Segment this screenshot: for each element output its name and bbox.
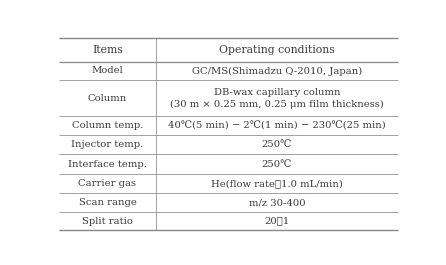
Text: Scan range: Scan range [78, 198, 136, 207]
Text: Column: Column [88, 94, 127, 103]
Text: DB-wax capillary column
(30 m × 0.25 mm, 0.25 μm film thickness): DB-wax capillary column (30 m × 0.25 mm,… [170, 87, 384, 109]
Text: Items: Items [92, 45, 123, 55]
Text: m/z 30-400: m/z 30-400 [248, 198, 305, 207]
Text: 250℃: 250℃ [262, 160, 292, 169]
Text: Model: Model [91, 67, 124, 76]
Text: Carrier gas: Carrier gas [78, 179, 136, 188]
Text: GC/MS(Shimadzu Q-2010, Japan): GC/MS(Shimadzu Q-2010, Japan) [192, 67, 362, 76]
Text: Operating conditions: Operating conditions [219, 45, 334, 55]
Text: 40℃(5 min) − 2℃(1 min) − 230℃(25 min): 40℃(5 min) − 2℃(1 min) − 230℃(25 min) [168, 121, 386, 130]
Text: 20：1: 20：1 [264, 217, 289, 226]
Text: Split ratio: Split ratio [82, 217, 133, 226]
Text: Interface temp.: Interface temp. [68, 160, 147, 169]
Text: He(flow rate：1.0 mL/min): He(flow rate：1.0 mL/min) [211, 179, 343, 188]
Text: Column temp.: Column temp. [72, 121, 143, 130]
Text: 250℃: 250℃ [262, 140, 292, 149]
Text: Injector temp.: Injector temp. [71, 140, 144, 149]
